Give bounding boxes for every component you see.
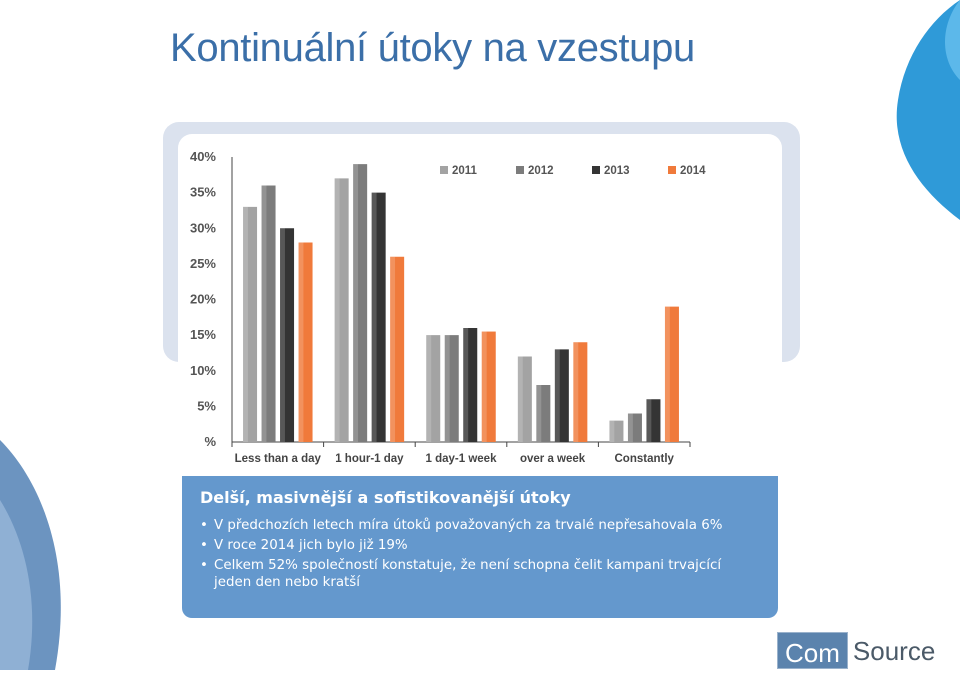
bar-highlight xyxy=(261,185,267,442)
y-tick-label: % xyxy=(204,434,216,449)
bar-highlight xyxy=(517,356,523,442)
bar-2013 xyxy=(463,328,478,442)
bar-highlight xyxy=(444,335,450,442)
bar-2012 xyxy=(261,185,276,442)
bar-2012 xyxy=(353,164,368,442)
y-tick-label: 40% xyxy=(190,149,216,164)
bar-2011 xyxy=(426,335,441,442)
summary-heading: Delší, masivnější a sofistikovanější úto… xyxy=(200,488,571,507)
bar-2013 xyxy=(554,349,569,442)
attack-duration-chart: % 5% 10% 15% 20% 25% 30% 35% 40% Less than a day 1… xyxy=(190,149,706,465)
y-tick-label: 25% xyxy=(190,256,216,271)
x-tick-label: over a week xyxy=(520,453,586,465)
legend-swatch xyxy=(516,166,524,174)
y-tick-label: 20% xyxy=(190,292,216,307)
legend-swatch xyxy=(668,166,676,174)
bar-highlight xyxy=(664,306,670,442)
bar-highlight xyxy=(390,256,396,442)
legend-label: 2014 xyxy=(680,165,706,177)
bar-highlight xyxy=(371,192,377,442)
decor-top-right xyxy=(896,0,960,220)
legend-label: 2011 xyxy=(452,165,478,177)
legend-swatch xyxy=(592,166,600,174)
x-tick-label: Constantly xyxy=(614,453,674,465)
y-tick-label: 10% xyxy=(190,363,216,378)
bar-highlight xyxy=(243,206,248,442)
bar-highlight xyxy=(481,331,487,442)
logo-source: Source xyxy=(852,636,936,666)
bar-highlight xyxy=(426,335,432,442)
bar-2014 xyxy=(298,242,313,442)
legend-label: 2012 xyxy=(528,165,554,177)
y-tick-label: 30% xyxy=(190,220,216,235)
bar-highlight xyxy=(463,328,469,442)
x-tick-label: Less than a day xyxy=(235,453,322,465)
bar-highlight xyxy=(646,399,652,442)
y-tick-label: 5% xyxy=(197,398,216,413)
bar-2014 xyxy=(390,256,405,442)
bar-2014 xyxy=(573,342,588,442)
bar-2011 xyxy=(609,420,624,442)
y-tick-label: 35% xyxy=(190,185,216,200)
bullet-item: V předchozích letech míra útoků považova… xyxy=(200,517,760,534)
bar-2012 xyxy=(536,385,551,442)
bar-highlight xyxy=(280,228,285,442)
comsource-logo: Com Source xyxy=(777,631,935,671)
x-tick-label: 1 hour-1 day xyxy=(335,453,404,465)
bar-2011 xyxy=(334,178,349,442)
bar-highlight xyxy=(334,178,340,442)
bar-2013 xyxy=(646,399,661,442)
bar-2014 xyxy=(664,306,679,442)
bar-highlight xyxy=(573,342,579,442)
bar-2012 xyxy=(627,413,642,442)
slide-title: Kontinuální útoky na vzestupu xyxy=(170,26,695,70)
legend-label: 2013 xyxy=(604,165,630,177)
bullet-item: V roce 2014 jich bylo již 19% xyxy=(200,537,760,554)
logo-com: Com xyxy=(777,632,848,669)
y-tick-label: 15% xyxy=(190,327,216,342)
bar-highlight xyxy=(536,385,542,442)
bar-highlight xyxy=(353,164,359,442)
bar-highlight xyxy=(554,349,560,442)
bar-highlight xyxy=(609,420,615,442)
x-tick-label: 1 day-1 week xyxy=(426,453,498,465)
bar-2012 xyxy=(444,335,459,442)
bar-2013 xyxy=(280,228,295,442)
bar-2011 xyxy=(517,356,532,442)
bar-2014 xyxy=(481,331,496,442)
summary-box: Delší, masivnější a sofistikovanější úto… xyxy=(182,476,778,618)
chart-card xyxy=(178,134,782,474)
bar-highlight xyxy=(298,242,304,442)
legend-swatch xyxy=(440,166,448,174)
bar-2013 xyxy=(371,192,386,442)
summary-bullets: V předchozích letech míra útoků považova… xyxy=(200,517,760,591)
bullet-item: Celkem 52% společností konstatuje, že ne… xyxy=(200,557,760,591)
bar-2011 xyxy=(243,206,258,442)
bar-highlight xyxy=(627,413,633,442)
decor-bottom-left xyxy=(0,440,61,670)
